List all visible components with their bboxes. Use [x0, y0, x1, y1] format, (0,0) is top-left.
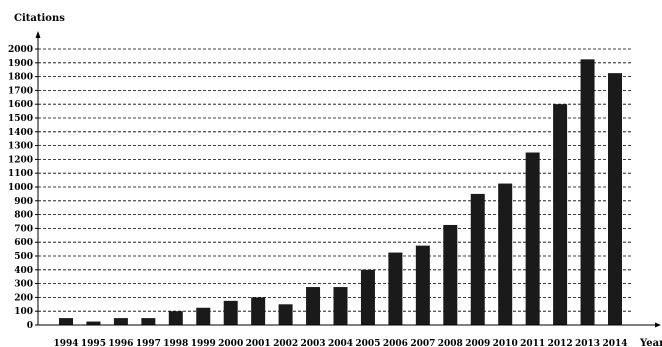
- y-tick-label: 900: [14, 197, 33, 207]
- x-tick-labels: 1994 1995 1996 1997 1998 1999 2000 2001 2002 2003…: [53, 339, 627, 347]
- x-tick-label: 2003: [301, 339, 326, 347]
- bars: [59, 59, 622, 326]
- bar-2010: [498, 183, 513, 325]
- y-tick-label: 1600: [8, 100, 33, 110]
- bar-2014: [608, 73, 622, 326]
- y-axis-arrow: [35, 31, 41, 38]
- gridlines: [38, 48, 633, 312]
- bar-1997: [141, 318, 156, 325]
- bar-2013: [580, 59, 595, 325]
- x-tick-label: 1994: [53, 339, 78, 347]
- y-tick-label: 1900: [8, 59, 33, 69]
- x-tick-label: 1999: [191, 339, 216, 347]
- bar-2002: [278, 304, 293, 325]
- bar-2001: [251, 297, 266, 325]
- y-tick-label: 200: [14, 293, 33, 303]
- bar-2000: [223, 300, 238, 325]
- x-tick-label: 2011: [520, 339, 545, 347]
- y-tick-label: 1500: [8, 114, 33, 124]
- x-axis-arrow: [655, 322, 661, 328]
- y-tick-label: 800: [14, 211, 33, 221]
- bar-2007: [415, 245, 430, 325]
- x-tick-label: 2008: [438, 339, 463, 347]
- bar-2008: [443, 224, 458, 325]
- y-tick-label: 1700: [8, 86, 33, 96]
- y-tick-label: 400: [14, 266, 33, 276]
- bar-1998: [168, 311, 183, 325]
- y-tick-label: 700: [14, 224, 33, 234]
- bar-2012: [553, 104, 568, 325]
- y-tick-label: 1800: [8, 73, 33, 83]
- y-tick-label: 300: [14, 280, 33, 290]
- bar-2003: [306, 287, 321, 325]
- y-tick-label: 500: [14, 252, 33, 262]
- x-tick-label: 2004: [328, 339, 353, 347]
- x-axis-title: Year: [639, 338, 662, 347]
- y-tick-label: 0: [27, 321, 33, 331]
- x-tick-label: 2010: [493, 339, 518, 347]
- x-tick-label: 1997: [136, 339, 161, 347]
- x-tick-label: 2005: [355, 339, 380, 347]
- x-tick-label: 1995: [81, 339, 106, 347]
- x-tick-label: 2006: [383, 339, 408, 347]
- x-tick-label: 2014: [602, 339, 627, 347]
- bar-2011: [525, 152, 540, 325]
- x-tick-label: 2013: [575, 339, 600, 347]
- y-tick-labels: 0 100 200 300 400 500 600 700 800 900 1000 1100 1200…: [8, 45, 38, 331]
- x-tick-label: 2012: [548, 339, 573, 347]
- x-tick-label: 2000: [218, 339, 243, 347]
- x-tick-label: 2007: [410, 339, 435, 347]
- bar-1999: [196, 307, 211, 325]
- y-tick-label: 2000: [8, 45, 33, 55]
- bar-2009: [470, 193, 485, 325]
- bar-2006: [388, 252, 403, 325]
- x-tick-label: 1996: [108, 339, 133, 347]
- bar-2005: [360, 269, 375, 325]
- x-tick-label: 2009: [465, 339, 490, 347]
- y-tick-label: 1200: [8, 155, 33, 165]
- axes: [35, 31, 661, 328]
- y-tick-label: 600: [14, 238, 33, 248]
- y-tick-label: 100: [14, 307, 33, 317]
- x-tick-label: 1998: [163, 339, 188, 347]
- x-tick-label: 2001: [246, 339, 271, 347]
- bar-1994: [59, 318, 73, 325]
- y-tick-label: 1400: [8, 128, 33, 138]
- bar-1996: [113, 318, 128, 325]
- bar-2004: [333, 287, 348, 325]
- y-tick-label: 1000: [8, 183, 33, 193]
- y-axis-title: Citations: [14, 13, 65, 24]
- x-tick-label: 2002: [273, 339, 298, 347]
- y-tick-label: 1100: [8, 169, 33, 179]
- bar-1995: [86, 321, 101, 325]
- y-tick-label: 1300: [8, 142, 33, 152]
